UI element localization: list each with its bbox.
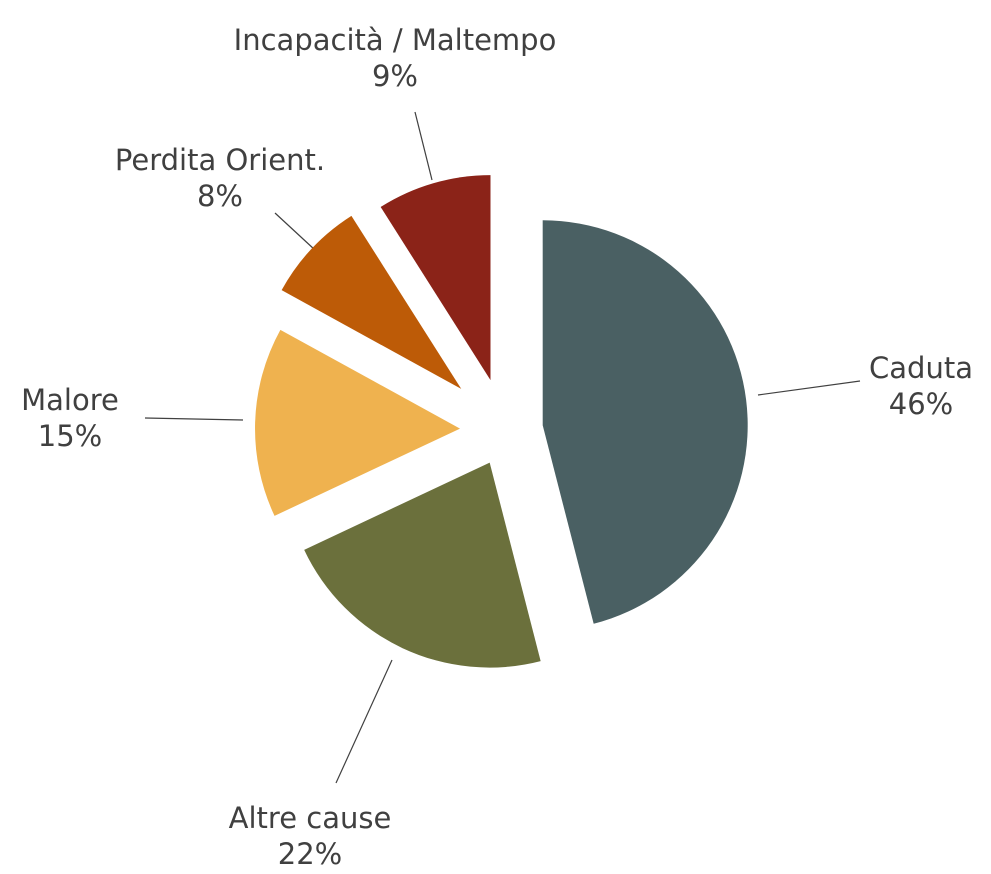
leader-line bbox=[757, 380, 861, 396]
leader-line bbox=[335, 659, 393, 784]
slice-value-label: 15% bbox=[38, 419, 102, 453]
slice-value-label: 8% bbox=[197, 179, 243, 213]
slice-value-label: 22% bbox=[278, 837, 342, 871]
pie-slice bbox=[542, 220, 748, 624]
pie-slice bbox=[281, 215, 462, 389]
leader-line bbox=[274, 212, 316, 251]
slice-value-label: 9% bbox=[372, 59, 418, 93]
slice-label: Caduta bbox=[869, 351, 973, 385]
pie-slice bbox=[304, 462, 541, 668]
pie-slice bbox=[380, 175, 491, 381]
slice-label: Incapacità / Maltempo bbox=[234, 23, 557, 57]
pie-slice bbox=[255, 329, 461, 516]
leader-line bbox=[144, 417, 244, 421]
slice-label: Perdita Orient. bbox=[115, 143, 325, 177]
leader-line bbox=[414, 111, 433, 181]
slice-label: Altre cause bbox=[229, 801, 392, 835]
slice-value-label: 46% bbox=[889, 387, 953, 421]
slice-label: Malore bbox=[21, 383, 119, 417]
